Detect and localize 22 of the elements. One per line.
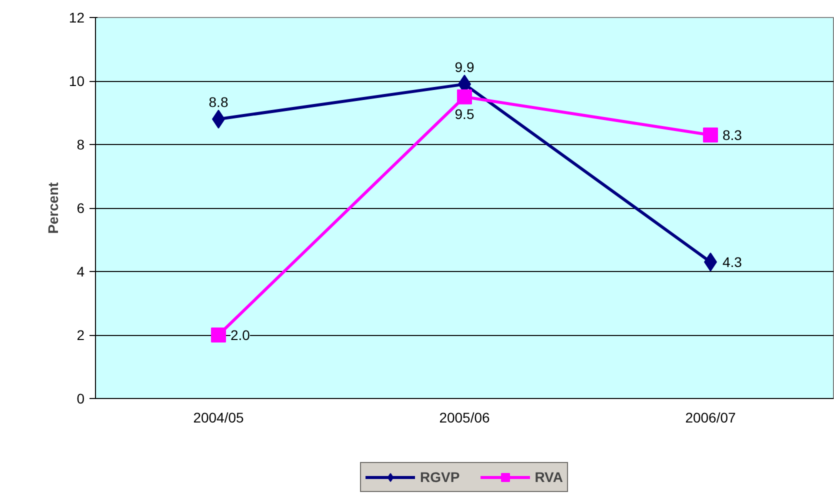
y-axis-title: Percent bbox=[44, 182, 61, 234]
legend-label: RGVP bbox=[420, 469, 460, 485]
point bbox=[211, 328, 226, 342]
y-tick-label: 10 bbox=[68, 73, 85, 89]
x-tick-label: 2004/05 bbox=[193, 410, 244, 426]
y-tick-label: 0 bbox=[76, 390, 85, 406]
y-tick-label: 8 bbox=[76, 136, 85, 152]
x-tick-label: 2005/06 bbox=[439, 410, 490, 426]
point bbox=[457, 89, 472, 104]
data-label: 8.8 bbox=[208, 94, 228, 110]
y-tick-label: 2 bbox=[76, 327, 85, 343]
data-label: 9.9 bbox=[454, 59, 474, 76]
y-tick-label: 12 bbox=[68, 10, 85, 26]
data-label: 9.5 bbox=[454, 106, 474, 122]
data-label: 8.3 bbox=[722, 126, 742, 143]
point bbox=[703, 127, 718, 142]
x-tick-label: 2006/07 bbox=[685, 410, 736, 426]
data-label: 2.0 bbox=[230, 327, 250, 343]
data-label: 4.3 bbox=[722, 254, 742, 270]
legend-label: RVA bbox=[534, 469, 563, 485]
y-tick-label: 4 bbox=[76, 264, 85, 280]
y-tick-label: 6 bbox=[76, 200, 85, 216]
